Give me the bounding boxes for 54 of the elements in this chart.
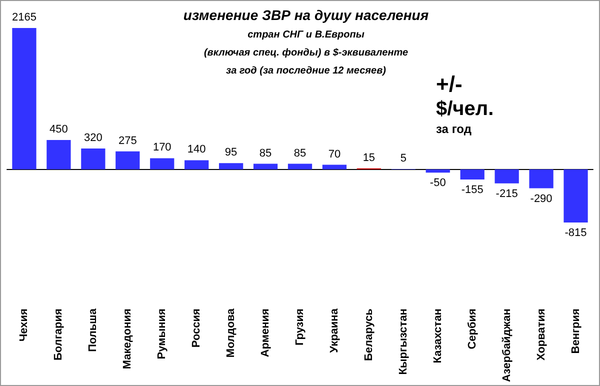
data-label: 5 bbox=[400, 152, 406, 165]
bar bbox=[46, 140, 71, 170]
annotation: за год bbox=[436, 122, 472, 136]
x-tick-label: Болгария bbox=[52, 308, 65, 360]
data-label: 85 bbox=[294, 147, 306, 160]
x-tick-label: Венгрия bbox=[570, 308, 582, 354]
text: стран СНГ и В.Европы (включая спец. фонды) в $-эквиваленте за год (за последние 12 месяев) bbox=[204, 30, 408, 76]
data-label: 320 bbox=[84, 132, 102, 144]
annotation: +/- bbox=[436, 72, 462, 96]
data-label: 450 bbox=[50, 123, 68, 136]
x-tick-label: Румыния bbox=[156, 308, 168, 360]
x-tick-label: Молдова bbox=[225, 308, 238, 358]
bar bbox=[253, 164, 278, 170]
data-label: 140 bbox=[187, 144, 206, 156]
x-tick-label: Украина bbox=[328, 308, 340, 353]
x-tick-label: Армения bbox=[260, 308, 272, 358]
x-tick-label: Кыргызстан bbox=[397, 308, 410, 375]
bar bbox=[116, 151, 140, 170]
data-label: -815 bbox=[564, 227, 587, 240]
data-label: -155 bbox=[461, 184, 484, 196]
x-tick-label: Беларусь bbox=[362, 308, 375, 361]
bar bbox=[288, 164, 312, 170]
bar bbox=[81, 148, 106, 170]
bar bbox=[564, 169, 588, 223]
bar bbox=[494, 169, 519, 184]
x-tick-label: Хорватия bbox=[535, 308, 548, 360]
bar bbox=[460, 169, 484, 180]
bar bbox=[12, 28, 36, 170]
chart-title: изменение ЗВР на душу населения bbox=[183, 7, 429, 23]
data-label: 85 bbox=[259, 147, 272, 160]
x-tick-label: Россия bbox=[190, 308, 203, 348]
bar bbox=[529, 169, 554, 188]
data-label: 170 bbox=[152, 142, 172, 154]
x-tick-label: Сербия bbox=[466, 308, 478, 350]
bar bbox=[150, 158, 174, 170]
x-tick-label: Польша bbox=[87, 308, 100, 352]
bar bbox=[426, 169, 450, 173]
data-label: 275 bbox=[118, 134, 137, 147]
data-label: 2165 bbox=[12, 12, 36, 24]
bar bbox=[322, 164, 347, 170]
annotation: $/чел. bbox=[436, 98, 494, 120]
x-tick-label: Казахстан bbox=[432, 308, 444, 364]
x-tick-label: Азербайджан bbox=[500, 308, 513, 382]
data-label: 15 bbox=[362, 152, 376, 164]
data-label: 95 bbox=[224, 146, 238, 159]
x-tick-label: Чехия bbox=[18, 308, 30, 342]
x-tick-label: Грузия bbox=[294, 308, 306, 346]
x-tick-label: Македония bbox=[122, 308, 134, 370]
bar bbox=[218, 163, 244, 170]
data-label: 70 bbox=[328, 148, 341, 160]
bar bbox=[184, 160, 209, 170]
data-label: -50 bbox=[430, 177, 446, 190]
data-label: -290 bbox=[530, 192, 552, 205]
data-label: -215 bbox=[496, 188, 518, 200]
